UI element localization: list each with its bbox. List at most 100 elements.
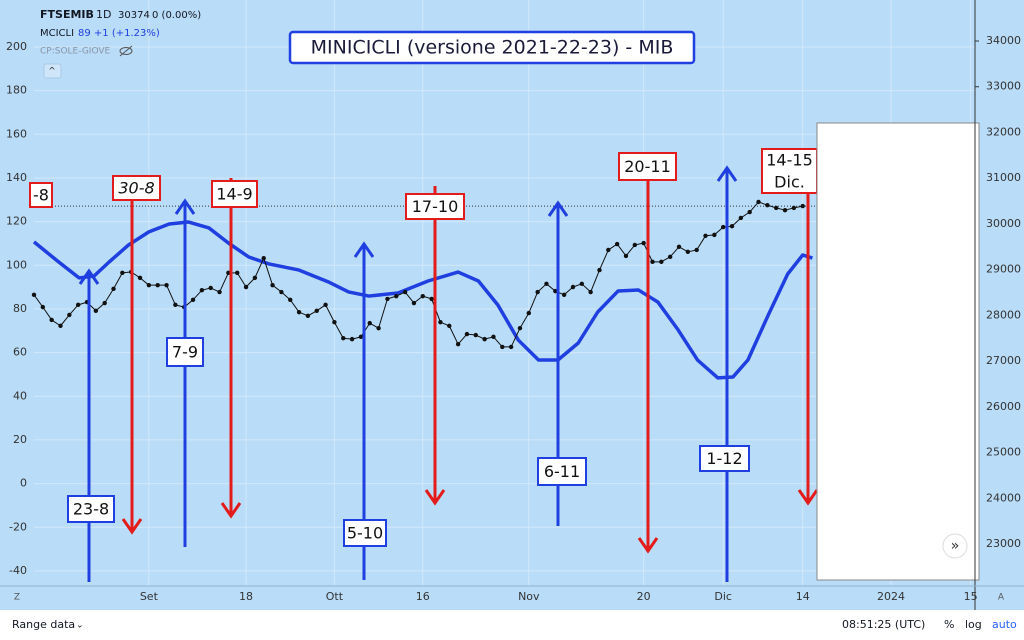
data-point xyxy=(500,344,505,350)
annotation-label: 7-9 xyxy=(172,343,198,362)
data-point xyxy=(756,199,761,205)
arrow-head xyxy=(424,489,446,506)
data-point xyxy=(199,288,205,293)
data-point xyxy=(553,288,558,294)
data-point xyxy=(243,284,249,290)
annotation-label: 1-12 xyxy=(706,449,742,468)
annotation-label: 17-10 xyxy=(412,197,459,216)
data-point xyxy=(508,344,514,350)
data-point xyxy=(773,205,779,211)
data-point xyxy=(570,284,576,290)
data-point xyxy=(614,241,620,247)
y-tick-label: 200 xyxy=(6,40,27,53)
y2-tick-label: 32000 xyxy=(986,125,1021,138)
data-point xyxy=(358,334,364,340)
data-point xyxy=(641,240,646,246)
x-tick-label: 14 xyxy=(796,590,810,603)
data-point xyxy=(561,292,567,297)
data-point xyxy=(155,282,160,288)
y2-tick-label: 34000 xyxy=(986,34,1021,47)
data-point xyxy=(208,285,213,291)
study-name[interactable]: CP:SOLE-GIOVE xyxy=(40,47,111,57)
data-point xyxy=(146,282,152,288)
interval[interactable]: 1D xyxy=(96,8,111,21)
series-line xyxy=(33,201,803,348)
data-point xyxy=(75,302,81,308)
annotation-box xyxy=(405,193,465,220)
y-tick-label: 120 xyxy=(6,215,27,228)
expand-icon[interactable]: » xyxy=(951,538,960,554)
data-point xyxy=(394,293,399,299)
x-tick-label: 20 xyxy=(637,590,651,603)
data-point xyxy=(782,207,788,213)
data-point xyxy=(296,309,302,315)
x-tick-label: 16 xyxy=(416,590,430,603)
arrow-head xyxy=(716,165,738,182)
corner-right[interactable]: A xyxy=(998,593,1005,603)
data-point xyxy=(40,304,46,310)
indicator-name[interactable]: MCICLI xyxy=(40,28,74,39)
expand-button[interactable] xyxy=(942,533,968,559)
annotation-label: 6-11 xyxy=(544,462,580,481)
data-point xyxy=(729,223,735,229)
y-tick-label: 40 xyxy=(13,389,27,402)
data-point xyxy=(491,334,496,340)
annotation-box xyxy=(343,519,387,547)
annotation-arrow xyxy=(121,200,143,535)
data-point xyxy=(765,202,770,208)
y-tick-label: 160 xyxy=(6,127,27,140)
x-tick-label: Set xyxy=(140,590,159,603)
annotation-arrow xyxy=(424,186,446,506)
data-point xyxy=(667,254,673,260)
data-point xyxy=(650,259,655,265)
data-point xyxy=(703,233,708,238)
arrow-head xyxy=(78,268,100,285)
symbol[interactable]: FTSEMIB xyxy=(40,8,94,21)
y-tick-label: 100 xyxy=(6,258,27,271)
y2-tick-label: 23000 xyxy=(986,537,1021,550)
y2-tick-label: 28000 xyxy=(986,308,1021,321)
range-caret[interactable]: ⌄ xyxy=(76,621,84,631)
annotation-label: 30-8 xyxy=(118,179,154,198)
data-point xyxy=(49,317,54,323)
range-menu[interactable]: Range data xyxy=(12,618,75,631)
collapse-button[interactable] xyxy=(43,63,62,79)
series-line xyxy=(32,220,813,380)
indicator-value: 89 +1 (+1.23%) xyxy=(78,28,160,39)
data-point xyxy=(120,270,125,276)
collapse-icon[interactable]: ^ xyxy=(48,67,56,77)
annotation-box xyxy=(699,445,750,472)
y-tick-label: 0 xyxy=(20,477,27,490)
arrow-head xyxy=(637,537,659,554)
y2-tick-label: 33000 xyxy=(986,80,1021,93)
arrow-head xyxy=(353,241,375,258)
data-point xyxy=(464,331,470,337)
data-point xyxy=(482,336,487,342)
arrow-head xyxy=(220,502,242,519)
annotation-arrow xyxy=(797,193,819,506)
y2-tick-label: 29000 xyxy=(986,263,1021,276)
y-tick-label: 80 xyxy=(13,302,27,315)
data-point xyxy=(261,256,266,261)
percent-toggle[interactable]: % xyxy=(944,618,954,631)
corner-left[interactable]: Z xyxy=(14,593,20,603)
visibility-icon[interactable] xyxy=(119,45,133,57)
annotation-box xyxy=(29,182,53,208)
log-toggle[interactable]: log xyxy=(965,618,982,631)
price: 30374 xyxy=(118,10,150,21)
data-point xyxy=(173,302,178,308)
data-point xyxy=(376,325,381,331)
annotation-arrow xyxy=(637,180,659,554)
arrow-head xyxy=(547,200,569,217)
data-point xyxy=(623,253,629,259)
annotation-box xyxy=(211,180,258,208)
data-point xyxy=(473,332,478,338)
arrow-head xyxy=(797,489,819,506)
data-point xyxy=(535,289,540,295)
annotation-box xyxy=(166,337,204,367)
data-point xyxy=(712,232,717,238)
data-point xyxy=(517,325,523,331)
change: 0 (0.00%) xyxy=(152,10,201,21)
auto-toggle[interactable]: auto xyxy=(992,618,1017,631)
